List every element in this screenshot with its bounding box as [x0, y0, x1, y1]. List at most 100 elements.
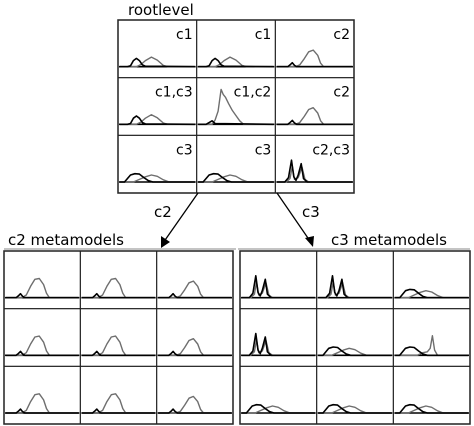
c3-dark-curve	[241, 403, 316, 414]
root-dark-curve	[119, 172, 196, 183]
root-dark-curve	[197, 172, 275, 183]
c2-dark-curve	[5, 292, 80, 299]
c2-dark-curve	[81, 408, 156, 414]
c3-cell	[392, 365, 471, 425]
c2-dark-curve	[157, 408, 232, 414]
c3-cell-frame	[316, 365, 394, 425]
c3-cell-frame	[392, 250, 471, 310]
c3-cell-frame	[239, 308, 318, 367]
c2-cell-frame	[156, 250, 234, 310]
c2-cell-frame	[79, 250, 158, 310]
root-grid-frame	[117, 19, 355, 194]
c3-light-curve	[394, 405, 469, 414]
arrow-c3-label: c3	[302, 203, 320, 221]
c3-cell	[316, 308, 394, 367]
c3-group-title: c3 metamodels	[331, 231, 447, 249]
c2-cell	[156, 250, 234, 310]
c2-grid	[3, 250, 234, 425]
root-light-curve	[198, 174, 274, 183]
c3-cell-frame	[239, 365, 318, 425]
c2-dark-curve	[81, 292, 156, 299]
c3-dark-curve	[317, 346, 393, 357]
arrow-to-c2	[161, 192, 199, 248]
root-cell: c2	[274, 19, 355, 79]
root-cell-label: c2	[333, 85, 350, 101]
c3-cell	[239, 250, 318, 310]
c2-dark-curve	[81, 350, 156, 357]
c2-dark-curve	[157, 292, 232, 299]
root-cell-frame	[274, 134, 355, 194]
root-title: rootlevel	[128, 1, 194, 19]
c3-grid	[239, 250, 471, 425]
c2-dark-curve	[5, 408, 80, 414]
c2-cell-frame	[156, 365, 234, 425]
c3-dark-curve	[317, 275, 393, 299]
c2-light-curve	[158, 338, 232, 356]
root-cell-label: c2,c3	[312, 142, 350, 158]
c3-light-curve	[241, 405, 316, 414]
root-dark-curve	[197, 120, 275, 126]
c2-cell	[3, 365, 81, 425]
root-cell: c1,c3	[117, 77, 198, 136]
c3-cell	[392, 250, 471, 310]
c2-cell-frame	[3, 250, 81, 310]
root-cell: c1,c2	[196, 77, 276, 136]
root-grid: c1 c1 c2 c1,c3 c1,c2 c2 c3 c3 c2,c3	[117, 19, 355, 194]
root-cell: c2,c3	[274, 134, 355, 194]
c2-group-title: c2 metamodels	[8, 231, 124, 249]
c2-cell-frame	[156, 308, 234, 367]
c3-cell	[239, 365, 318, 425]
root-dark-curve	[276, 159, 353, 183]
arrow-to-c3	[276, 192, 314, 247]
root-dark-curve	[197, 57, 275, 68]
c2-cell	[3, 308, 81, 367]
c2-light-curve	[5, 335, 79, 356]
c2-cell-frame	[3, 308, 81, 367]
c3-grid-frame	[239, 250, 471, 425]
root-cell: c2	[274, 77, 355, 136]
root-cell-label: c3	[255, 142, 272, 158]
c3-cell	[316, 250, 394, 310]
c3-cell-frame	[239, 250, 318, 310]
c2-dark-curve	[5, 350, 80, 357]
c3-light-curve	[318, 405, 392, 414]
c3-dark-curve	[241, 275, 316, 299]
c3-cell-frame	[316, 308, 394, 367]
root-cell: c3	[117, 134, 198, 194]
c2-cell	[79, 250, 158, 310]
c3-cell-frame	[316, 250, 394, 310]
root-light-curve	[119, 174, 196, 183]
c3-dark-curve	[241, 332, 316, 357]
root-cell-label: c1	[255, 27, 272, 43]
c2-cell	[156, 308, 234, 367]
root-dark-curve	[119, 115, 196, 126]
root-cell-label: c2	[333, 27, 350, 43]
root-cell: c1	[117, 19, 198, 79]
root-cell: c1	[196, 19, 276, 79]
root-cell-label: c1,c2	[234, 85, 272, 101]
c2-light-curve	[81, 277, 156, 299]
arrow-c2-label: c2	[154, 203, 172, 221]
c2-cell	[3, 250, 81, 310]
c2-light-curve	[5, 277, 79, 299]
c3-dark-curve	[394, 346, 469, 357]
root-light-curve	[276, 49, 353, 68]
c2-cell	[79, 365, 158, 425]
root-dark-curve	[276, 61, 353, 68]
c3-cell	[316, 365, 394, 425]
c3-dark-curve	[317, 403, 393, 414]
c3-dark-curve	[394, 288, 469, 299]
c2-light-curve	[158, 395, 232, 414]
c2-cell	[156, 365, 234, 425]
c2-cell-frame	[3, 365, 81, 425]
c3-light-curve	[394, 335, 469, 356]
c2-light-curve	[5, 393, 79, 414]
root-dark-curve	[276, 119, 353, 126]
c2-dark-curve	[157, 350, 232, 357]
root-light-curve	[276, 107, 353, 125]
c3-cell	[239, 308, 318, 367]
root-cell: c3	[196, 134, 276, 194]
c2-light-curve	[158, 280, 232, 299]
c3-light-curve	[394, 290, 469, 299]
c3-cell-frame	[392, 365, 471, 425]
